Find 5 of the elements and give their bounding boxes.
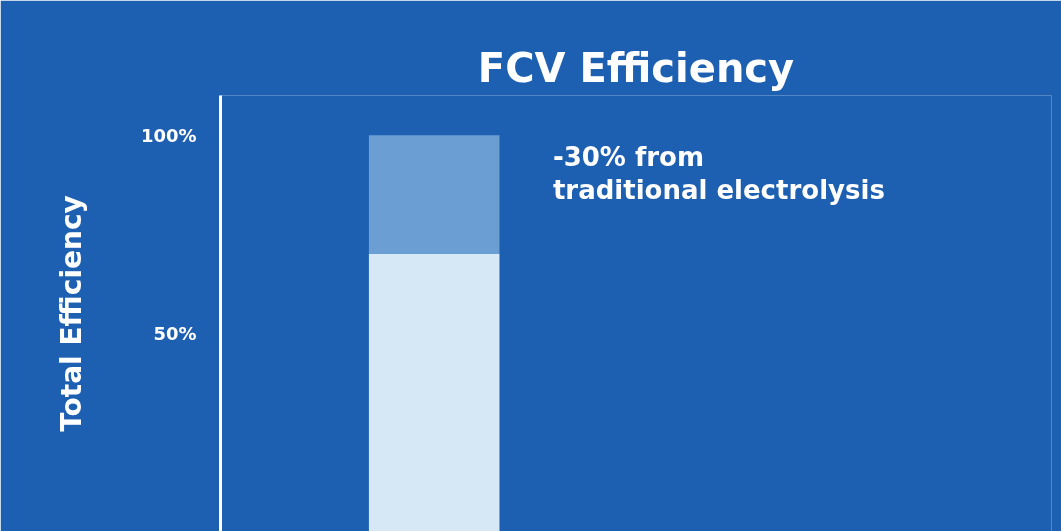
y-axis-title: Total Efficiency [54, 195, 88, 432]
text: -30% from traditional electrolysis [552, 142, 885, 206]
y-tick-label: 100% [140, 124, 197, 146]
y-tick-label: 50% [153, 322, 197, 344]
text: FCV Efficiency [477, 44, 795, 91]
